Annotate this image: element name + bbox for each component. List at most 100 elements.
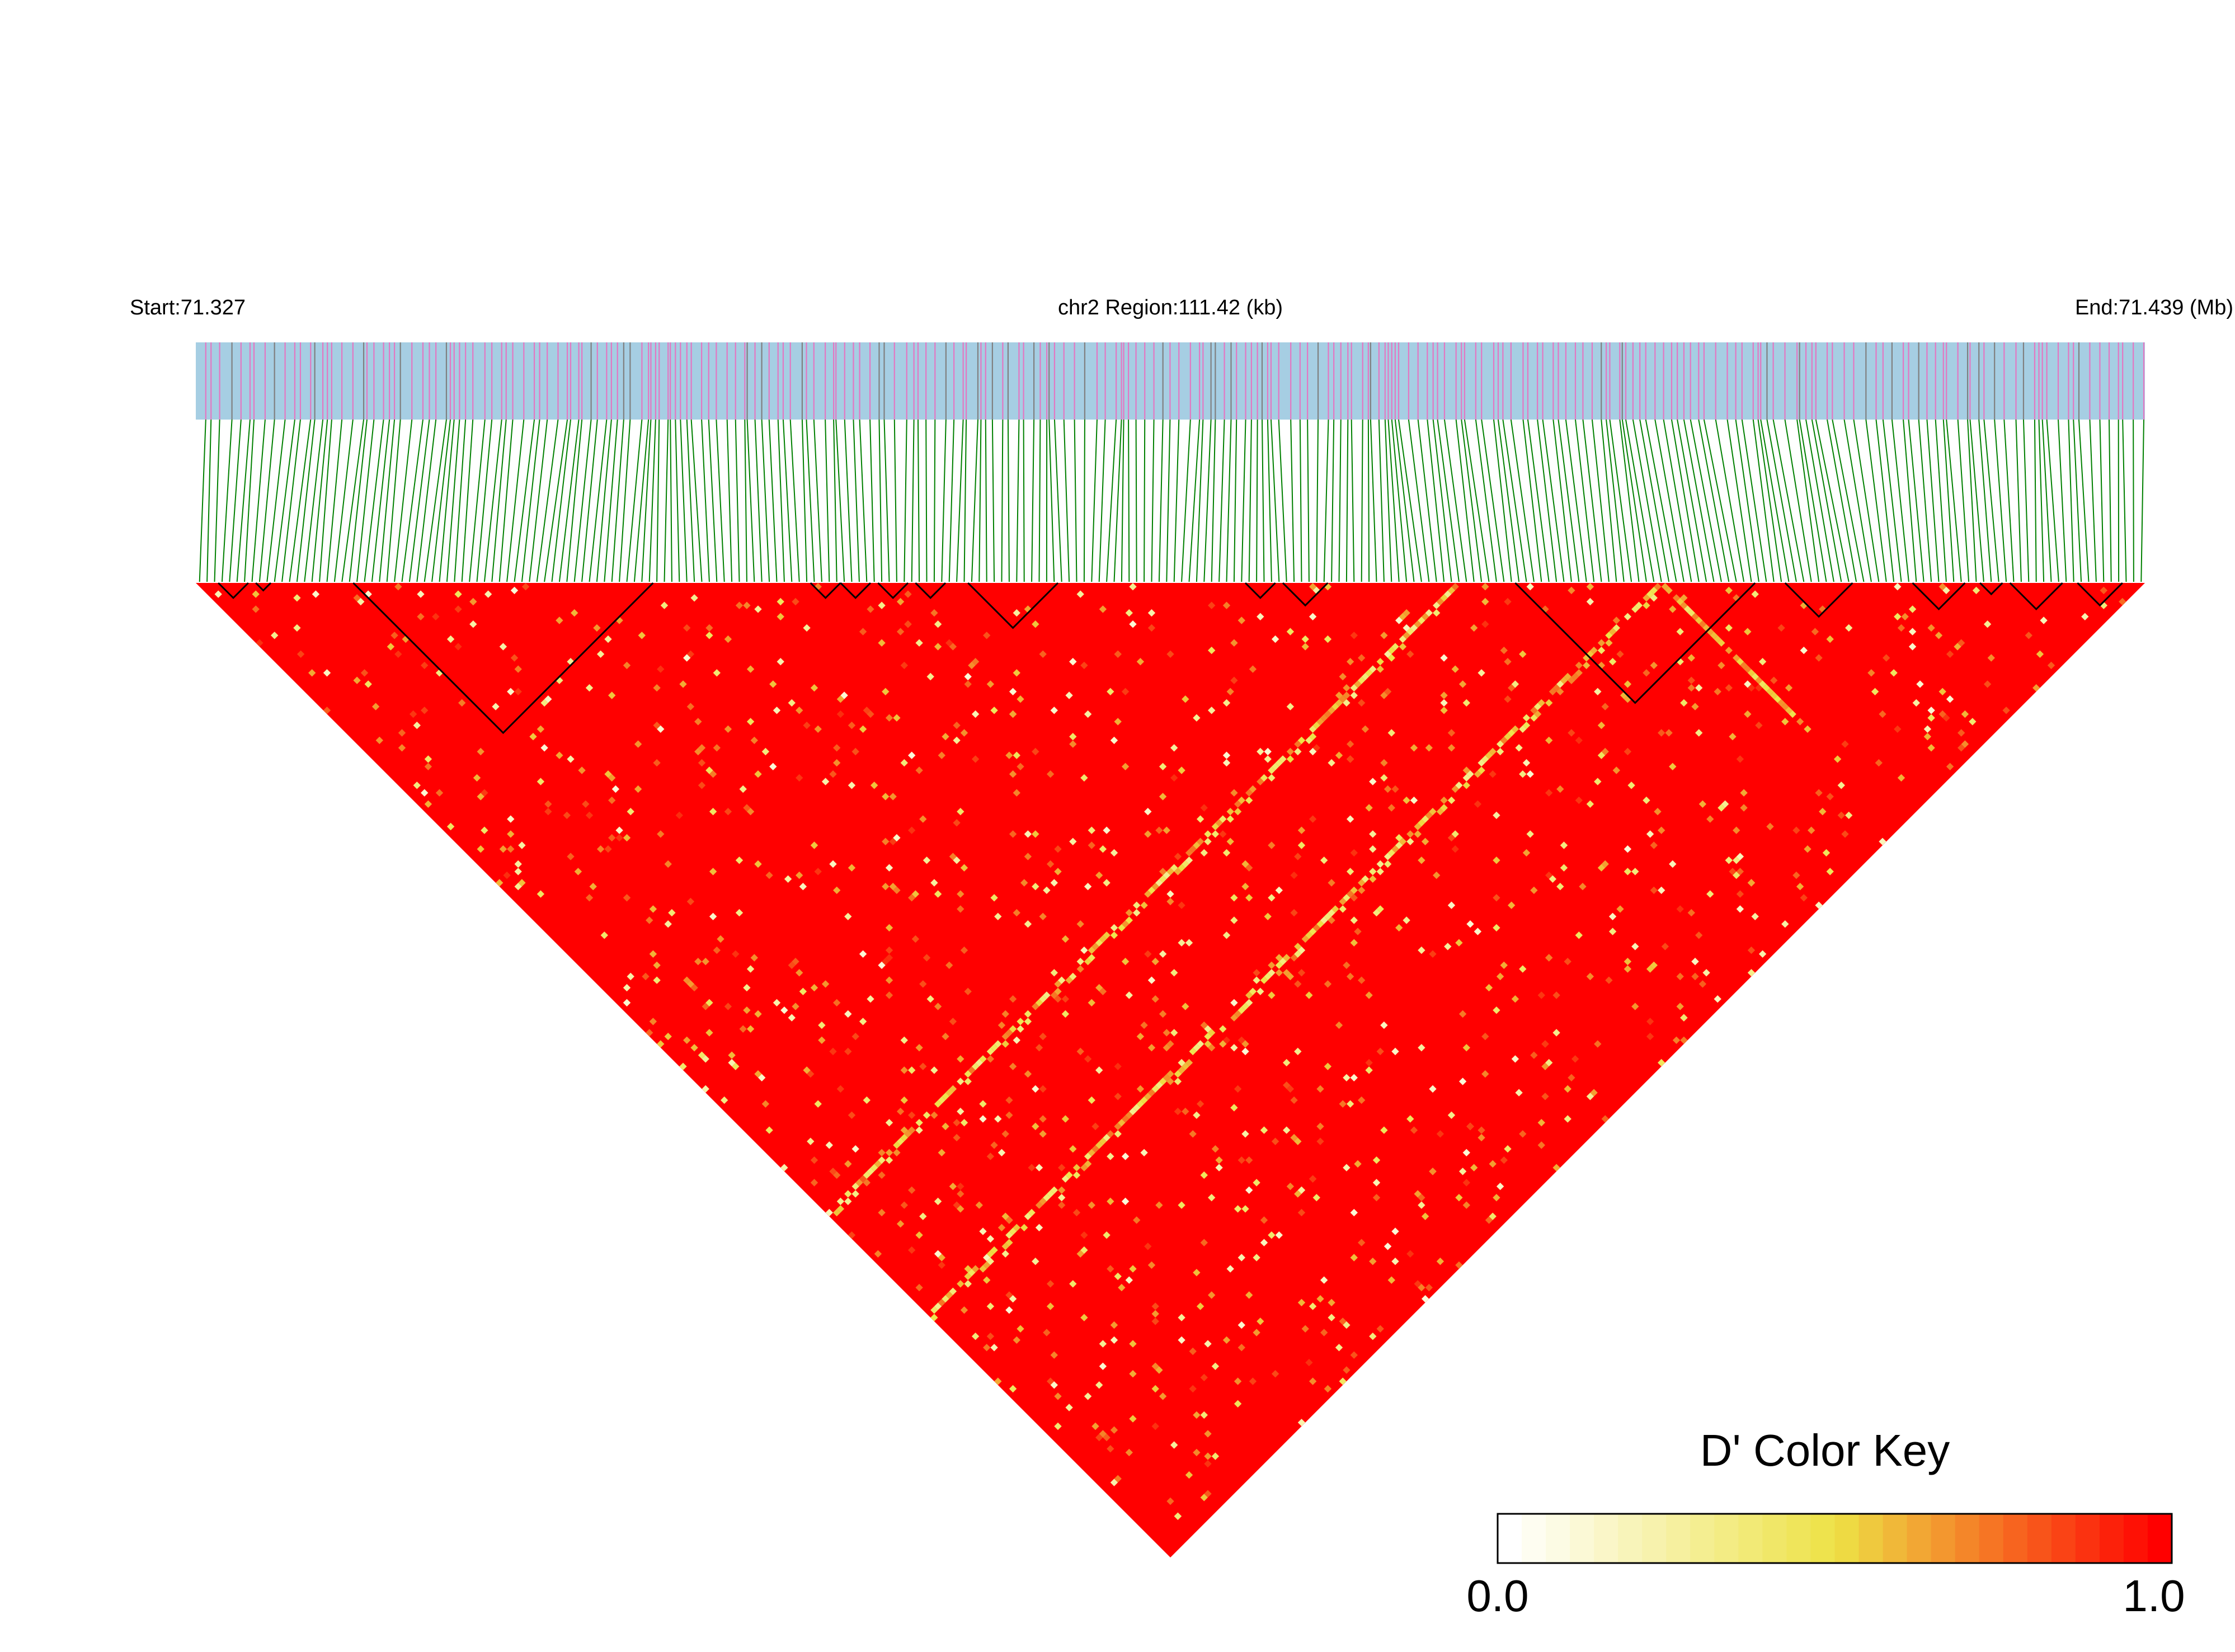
- ld-cell: [997, 1021, 1006, 1029]
- ld-cell: [1009, 830, 1017, 838]
- ld-cell: [1376, 658, 1384, 666]
- ld-cell: [1054, 868, 1062, 876]
- ld-cell: [1841, 740, 1849, 748]
- snp-connector: [2109, 419, 2112, 582]
- ld-cell: [1114, 1093, 1122, 1100]
- snp-connector: [701, 419, 710, 582]
- ld-cell: [957, 905, 964, 913]
- snp-connector: [1542, 419, 1565, 582]
- ld-cell: [1013, 751, 1020, 759]
- ld-cell: [743, 983, 751, 992]
- ld-cell: [930, 1111, 938, 1119]
- ld-cell: [1009, 688, 1017, 695]
- snp-connector: [1741, 419, 1767, 582]
- ld-cell: [915, 1283, 923, 1292]
- ld-cell: [1354, 680, 1362, 688]
- snp-connector: [768, 419, 778, 582]
- ld-cell: [1747, 969, 1756, 977]
- ld-cell: [1305, 991, 1313, 999]
- ld-cell: [1017, 1325, 1024, 1333]
- ld-cell: [934, 1250, 942, 1258]
- ld-cell: [971, 1265, 980, 1273]
- ld-cell: [1770, 676, 1778, 684]
- ld-cell: [1222, 751, 1231, 759]
- snp-connector: [893, 419, 897, 582]
- ld-cell: [1076, 1047, 1084, 1056]
- snp-connectors: [199, 419, 2144, 582]
- ld-cell: [1883, 654, 1890, 662]
- ld-cell: [1391, 1258, 1399, 1265]
- ld-cell: [1608, 928, 1617, 935]
- ld-cell: [1901, 613, 1909, 620]
- ld-cell: [1005, 1306, 1013, 1314]
- snp-connector: [1387, 419, 1400, 582]
- ld-cell: [1418, 1044, 1425, 1052]
- color-key-step: [1570, 1514, 1594, 1563]
- ld-cell: [983, 1261, 991, 1269]
- ld-cell: [1174, 868, 1182, 876]
- ld-cell: [252, 590, 260, 598]
- ld-cell: [1680, 594, 1688, 602]
- ld-cell: [1650, 586, 1658, 595]
- ld-cell: [724, 635, 732, 643]
- ld-cell: [1268, 991, 1276, 999]
- ld-cell: [481, 826, 488, 834]
- snp-connector: [483, 419, 502, 582]
- ld-cell: [1478, 759, 1485, 767]
- ld-cell: [1309, 583, 1317, 591]
- ld-cell: [960, 946, 968, 954]
- ld-cell: [784, 875, 792, 883]
- ld-cell: [1238, 1344, 1245, 1352]
- ld-cell: [1680, 699, 1688, 707]
- snp-connector: [1606, 419, 1625, 582]
- ld-cell: [1286, 972, 1295, 981]
- ld-cell: [1151, 883, 1159, 891]
- ld-cell: [1733, 871, 1740, 879]
- ld-cell: [1972, 586, 1980, 595]
- ld-cell: [878, 961, 886, 969]
- ld-cell: [1597, 661, 1606, 670]
- ld-cell: [1406, 650, 1414, 658]
- ld-cell: [1369, 868, 1377, 876]
- ld-cell: [1845, 811, 1853, 820]
- ld-cell: [859, 950, 867, 958]
- ld-cell: [1350, 886, 1358, 895]
- snp-connector: [1926, 419, 1940, 582]
- ld-cell: [1736, 868, 1744, 876]
- ld-cell: [690, 594, 698, 602]
- ld-cell: [1328, 909, 1335, 917]
- ld-cell: [1350, 849, 1358, 857]
- ld-cell: [1410, 624, 1418, 632]
- ld-cell: [1182, 695, 1189, 703]
- ld-cell: [2032, 684, 2040, 692]
- snp-connector: [1113, 419, 1122, 582]
- ld-cell: [1560, 676, 1568, 684]
- snp-connector: [544, 419, 568, 582]
- ld-cell: [1429, 950, 1437, 958]
- ld-cell: [390, 632, 398, 639]
- ld-cell: [1088, 999, 1095, 1007]
- ld-cell: [1309, 613, 1317, 620]
- ld-cell: [1245, 864, 1253, 872]
- ld-cell: [1196, 815, 1204, 823]
- ld-cell: [754, 1010, 762, 1018]
- ld-cell: [1208, 707, 1216, 714]
- haplotype-block: [352, 582, 654, 735]
- ld-cell: [1050, 1351, 1058, 1359]
- ld-cell: [1297, 736, 1306, 745]
- snp-connector: [1502, 419, 1527, 582]
- ld-cell: [1110, 736, 1118, 745]
- color-key-min-label: 0.0: [1466, 1571, 1528, 1621]
- ld-cell: [1196, 1040, 1204, 1048]
- ld-cell: [649, 950, 657, 958]
- ld-cell: [1215, 1156, 1223, 1164]
- ld-cell: [889, 793, 897, 801]
- ld-cell: [1335, 691, 1343, 699]
- ld-cell: [1170, 744, 1178, 752]
- ld-cell: [1316, 1295, 1324, 1303]
- ld-cell: [1065, 1171, 1073, 1179]
- ld-cell: [510, 654, 519, 662]
- ld-cell: [1283, 954, 1291, 962]
- ld-cell: [754, 770, 762, 778]
- ld-cell: [1268, 1231, 1276, 1239]
